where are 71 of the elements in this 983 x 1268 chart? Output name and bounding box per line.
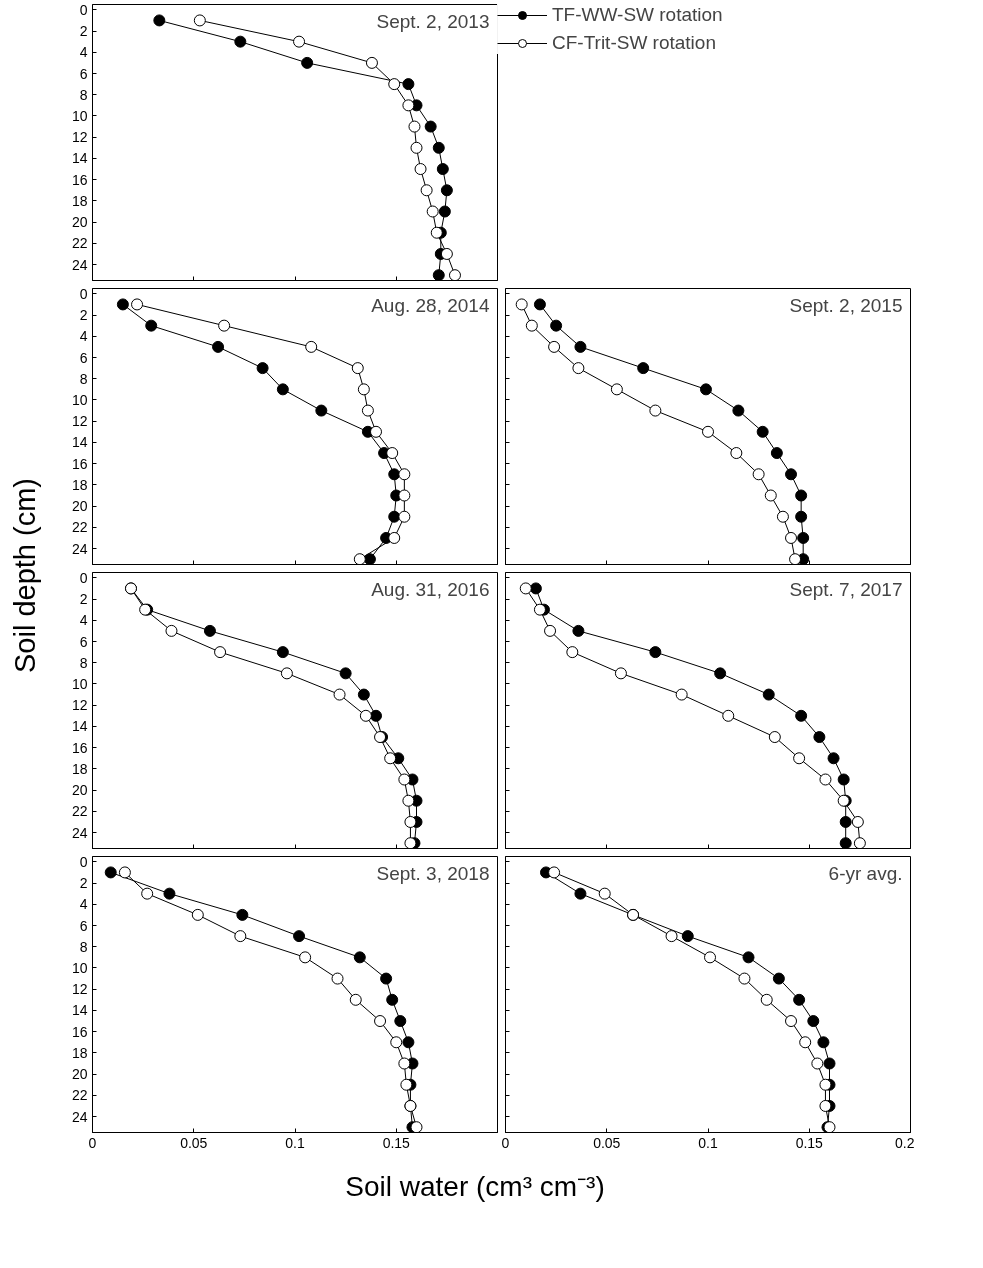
chart-title: Aug. 31, 2016 [371,578,490,600]
y-tick-label: 24 [71,540,88,557]
y-tick-label: 22 [71,1087,88,1104]
y-tick-label: 10 [71,107,88,124]
legend-label: CF-Trit-SW rotation [552,32,716,54]
text: Soil depth (cm) [8,477,41,673]
y-tick-label: 6 [79,349,88,366]
y-tick-label: 4 [79,44,88,61]
y-tick-label: 24 [71,256,88,273]
y-tick-label: 8 [79,654,88,671]
y-tick-label: 18 [71,476,88,493]
x-tick-label: 0.05 [593,1134,621,1151]
y-tick-label: 22 [71,803,88,820]
x-tick-label: 0.2 [895,1134,915,1151]
y-tick-label: 18 [71,760,88,777]
chart-title: Aug. 28, 2014 [371,294,490,316]
x-tick-label: 0.1 [698,1134,718,1151]
y-tick-label: 4 [79,896,88,913]
y-tick-label: 6 [79,917,88,934]
y-tick-label: 20 [71,1066,88,1083]
y-tick-label: 16 [71,739,88,756]
text: Soil water (cm³ cm⁻³) [345,1170,605,1204]
y-tick-label: 22 [71,235,88,252]
y-tick-label: 18 [71,192,88,209]
y-tick-label: 14 [71,434,88,451]
y-tick-label: 16 [71,171,88,188]
y-tick-label: 10 [71,959,88,976]
y-tick-label: 12 [71,697,88,714]
y-tick-label: 14 [71,1002,88,1019]
y-tick-label: 4 [79,328,88,345]
y-tick-label: 16 [71,1023,88,1040]
y-tick-label: 24 [71,824,88,841]
y-tick-label: 12 [71,981,88,998]
x-tick-label: 0.15 [382,1134,411,1151]
y-tick-label: 0 [79,569,88,586]
y-tick-label: 2 [79,23,88,40]
chart-title: Sept. 2, 2013 [376,10,490,32]
y-tick-label: 10 [71,391,88,408]
y-tick-label: 16 [71,455,88,472]
x-tick-label: 0.1 [285,1134,305,1151]
y-tick-label: 2 [79,875,88,892]
y-tick-label: 20 [71,782,88,799]
y-tick-label: 14 [71,718,88,735]
y-tick-label: 0 [79,1,88,18]
y-tick-label: 2 [79,307,88,324]
y-tick-label: 0 [79,853,88,870]
chart-title: 6-yr avg. [828,862,903,884]
y-tick-label: 22 [71,519,88,536]
legend-label: TF-WW-SW rotation [552,4,723,26]
y-tick-label: 8 [79,938,88,955]
y-tick-label: 2 [79,591,88,608]
y-tick-label: 10 [71,675,88,692]
y-tick-label: 12 [71,413,88,430]
chart-title: Sept. 7, 2017 [789,578,903,600]
y-tick-label: 24 [71,1108,88,1125]
y-tick-label: 20 [71,498,88,515]
y-tick-label: 4 [79,612,88,629]
chart-title: Sept. 2, 2015 [789,294,903,316]
y-tick-label: 8 [79,370,88,387]
y-tick-label: 20 [71,214,88,231]
x-tick-label: 0 [501,1134,510,1151]
y-tick-label: 6 [79,633,88,650]
y-tick-label: 18 [71,1044,88,1061]
chart-title: Sept. 3, 2018 [376,862,490,884]
y-tick-label: 8 [79,86,88,103]
x-tick-label: 0.15 [795,1134,824,1151]
x-tick-label: 0.05 [180,1134,208,1151]
y-tick-label: 12 [71,129,88,146]
y-tick-label: 6 [79,65,88,82]
y-tick-label: 0 [79,285,88,302]
y-tick-label: 14 [71,150,88,167]
